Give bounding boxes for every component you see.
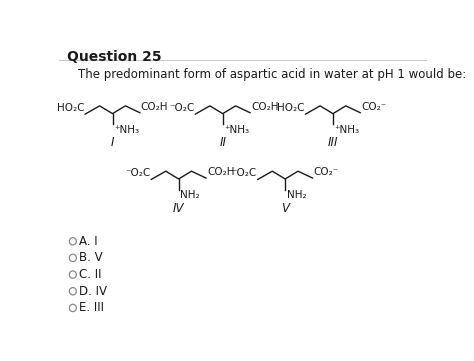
Text: HO₂C: HO₂C xyxy=(57,103,84,113)
Text: B. V: B. V xyxy=(79,251,102,264)
Text: NH₂: NH₂ xyxy=(180,190,200,200)
Text: C. II: C. II xyxy=(79,268,101,281)
Text: CO₂⁻: CO₂⁻ xyxy=(313,167,339,177)
Text: ⁻O₂C: ⁻O₂C xyxy=(232,169,257,178)
Text: I: I xyxy=(111,136,114,149)
Text: IV: IV xyxy=(173,202,184,215)
Text: V: V xyxy=(281,202,289,215)
Text: CO₂H: CO₂H xyxy=(207,167,235,177)
Text: NH₂: NH₂ xyxy=(287,190,306,200)
Text: ⁺NH₃: ⁺NH₃ xyxy=(114,125,139,135)
Text: E. III: E. III xyxy=(79,301,104,314)
Text: ⁺NH₃: ⁺NH₃ xyxy=(334,125,359,135)
Text: The predominant form of aspartic acid in water at pH 1 would be:: The predominant form of aspartic acid in… xyxy=(78,68,466,81)
Text: Question 25: Question 25 xyxy=(66,50,161,64)
Text: CO₂H: CO₂H xyxy=(251,102,279,112)
Text: II: II xyxy=(219,136,226,149)
Text: HO₂C: HO₂C xyxy=(277,103,305,113)
Text: A. I: A. I xyxy=(79,235,97,248)
Text: ⁺NH₃: ⁺NH₃ xyxy=(224,125,249,135)
Text: CO₂⁻: CO₂⁻ xyxy=(361,102,386,112)
Text: D. IV: D. IV xyxy=(79,285,107,298)
Text: ⁻O₂C: ⁻O₂C xyxy=(125,169,150,178)
Text: CO₂H: CO₂H xyxy=(141,102,168,112)
Text: III: III xyxy=(328,136,338,149)
Text: ⁻O₂C: ⁻O₂C xyxy=(169,103,194,113)
